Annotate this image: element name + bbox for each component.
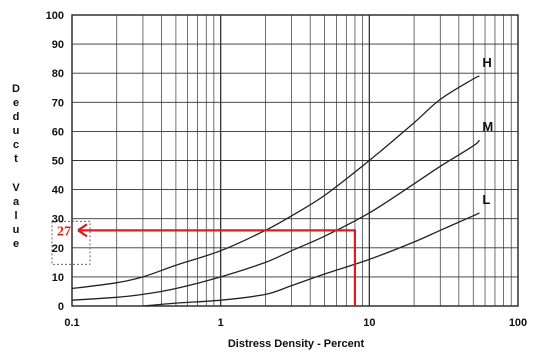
y-axis-label-letter: V (12, 182, 20, 194)
curves: H M L (72, 55, 493, 306)
y-tick-label: 70 (52, 97, 64, 109)
x-tick-label: 10 (363, 317, 375, 329)
y-tick-label: 90 (52, 39, 64, 51)
y-tick-label: 0 (58, 301, 64, 313)
y-tick-label: 50 (52, 156, 64, 168)
curve-m (72, 140, 479, 300)
y-tick-label: 10 (52, 272, 64, 284)
x-tick-label: 100 (509, 317, 527, 329)
curve-label-l: L (482, 192, 490, 207)
y-axis-label-letter: l (14, 210, 17, 222)
y-axis-label-letter: c (13, 139, 19, 151)
x-tick-label: 1 (218, 317, 224, 329)
y-tick-label: 40 (52, 185, 64, 197)
y-axis-label-letter: D (12, 83, 20, 95)
y-tick-label: 30 (52, 214, 64, 226)
y-tick-label: 60 (52, 126, 64, 138)
curve-label-m: M (482, 119, 493, 134)
y-axis-label-letter: u (13, 224, 20, 236)
y-axis-label-letter: a (13, 196, 20, 208)
y-axis-label-letter: u (13, 125, 20, 137)
y-axis-label-letter: e (13, 97, 19, 109)
grid (72, 15, 518, 306)
y-axis-label-letter: e (13, 238, 19, 250)
y-axis-label-letter: t (14, 153, 18, 165)
y-tick-label: 100 (46, 10, 64, 22)
x-tick-label: 0.1 (64, 317, 79, 329)
annotation: 27 (52, 221, 355, 306)
x-axis-label: Distress Density - Percent (228, 338, 365, 350)
tick-labels: 0 10 20 30 40 50 60 70 80 90 100 0.1 1 10 100 (46, 10, 528, 329)
curve-label-h: H (482, 55, 491, 70)
y-axis-label-letter: d (13, 111, 20, 123)
y-tick-label: 20 (52, 243, 64, 255)
curve-h (72, 76, 479, 288)
y-tick-label: 80 (52, 68, 64, 80)
annotation-label: 27 (57, 224, 71, 239)
